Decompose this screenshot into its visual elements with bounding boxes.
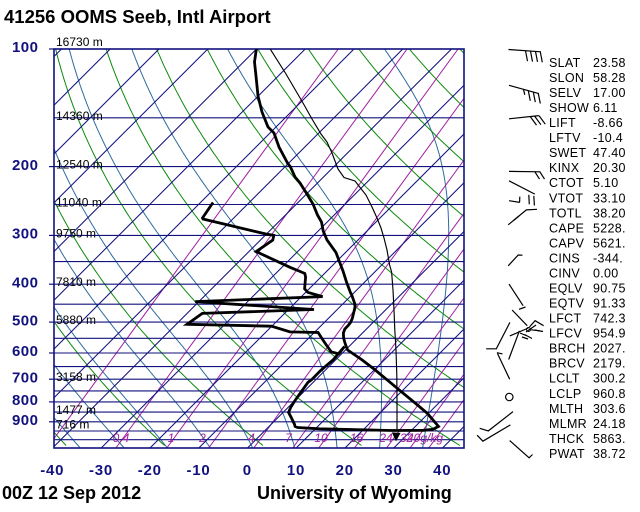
svg-text:16730 m: 16730 m: [56, 35, 103, 49]
svg-text:7810 m: 7810 m: [56, 275, 96, 289]
svg-text:CTOT: CTOT: [549, 176, 584, 190]
svg-text:200: 200: [12, 157, 39, 174]
svg-text:954.9: 954.9: [593, 327, 626, 341]
svg-text:47.40: 47.40: [593, 146, 626, 160]
svg-text:303.6: 303.6: [593, 402, 626, 416]
svg-text:38.20: 38.20: [593, 206, 626, 220]
svg-text:2: 2: [198, 431, 206, 445]
svg-text:SWET: SWET: [549, 146, 586, 160]
svg-text:THCK: THCK: [549, 432, 585, 446]
svg-text:00Z 12 Sep 2012: 00Z 12 Sep 2012: [2, 483, 141, 503]
svg-text:3158 m: 3158 m: [56, 370, 96, 384]
svg-text:91.33: 91.33: [593, 297, 626, 311]
svg-text:2179.: 2179.: [593, 357, 626, 371]
svg-text:1477 m: 1477 m: [56, 403, 96, 417]
svg-text:20.30: 20.30: [593, 161, 626, 175]
svg-text:SLON: SLON: [549, 71, 584, 85]
svg-text:-30: -30: [89, 462, 113, 479]
svg-text:7: 7: [285, 431, 293, 445]
svg-text:4: 4: [248, 431, 255, 445]
svg-text:12540 m: 12540 m: [56, 158, 103, 172]
svg-text:-20: -20: [138, 462, 162, 479]
svg-text:16: 16: [350, 431, 364, 445]
svg-text:University of Wyoming: University of Wyoming: [257, 483, 452, 503]
svg-text:EQTV: EQTV: [549, 297, 585, 311]
svg-text:11040 m: 11040 m: [56, 195, 102, 209]
svg-text:1: 1: [168, 431, 175, 445]
svg-text:0: 0: [243, 462, 252, 479]
svg-text:716 m: 716 m: [56, 417, 89, 431]
svg-text:900: 900: [12, 412, 39, 429]
svg-text:9750 m: 9750 m: [56, 226, 96, 240]
svg-text:2027.: 2027.: [593, 342, 626, 356]
svg-text:LCLT: LCLT: [549, 372, 580, 386]
svg-text:CINS: CINS: [549, 251, 580, 265]
svg-text:6.11: 6.11: [593, 101, 618, 115]
svg-text:20: 20: [336, 462, 354, 479]
svg-text:23.58: 23.58: [593, 56, 626, 70]
svg-text:40g/kg: 40g/kg: [407, 431, 443, 445]
svg-text:BRCH: BRCH: [549, 342, 586, 356]
svg-text:SELV: SELV: [549, 86, 582, 100]
svg-text:17.00: 17.00: [593, 86, 626, 100]
svg-text:100: 100: [12, 39, 39, 56]
svg-text:LIFT: LIFT: [549, 116, 576, 130]
svg-text:300: 300: [12, 226, 39, 243]
svg-text:-40: -40: [40, 462, 64, 479]
svg-text:400: 400: [12, 274, 39, 291]
svg-text:5228.: 5228.: [593, 221, 626, 235]
svg-text:800: 800: [12, 392, 39, 409]
svg-text:41256 OOMS Seeb, Intl Airport: 41256 OOMS Seeb, Intl Airport: [4, 6, 271, 27]
svg-text:24: 24: [378, 431, 393, 445]
svg-text:10: 10: [287, 462, 305, 479]
svg-text:LFTV: LFTV: [549, 131, 581, 145]
svg-text:960.8: 960.8: [593, 387, 626, 401]
svg-text:30: 30: [384, 462, 402, 479]
svg-text:5880 m: 5880 m: [56, 313, 96, 327]
svg-text:LFCV: LFCV: [549, 327, 583, 341]
svg-text:33.10: 33.10: [593, 191, 626, 205]
svg-text:14360 m: 14360 m: [56, 109, 103, 123]
svg-text:CAPE: CAPE: [549, 221, 584, 235]
svg-text:32: 32: [400, 431, 414, 445]
svg-text:5.10: 5.10: [593, 176, 619, 190]
svg-text:MLMR: MLMR: [549, 417, 587, 431]
svg-text:SHOW: SHOW: [549, 101, 589, 115]
svg-text:600: 600: [12, 343, 39, 360]
svg-text:KINX: KINX: [549, 161, 580, 175]
svg-text:742.3: 742.3: [593, 312, 626, 326]
svg-text:-8.66: -8.66: [593, 116, 623, 130]
svg-text:-10: -10: [187, 462, 211, 479]
svg-text:58.28: 58.28: [593, 71, 626, 85]
svg-text:90.75: 90.75: [593, 282, 626, 296]
svg-text:700: 700: [12, 369, 39, 386]
svg-text:10: 10: [314, 431, 328, 445]
svg-text:CAPV: CAPV: [549, 236, 585, 250]
svg-text:5863.: 5863.: [593, 432, 626, 446]
svg-text:-10.4: -10.4: [593, 131, 623, 145]
svg-text:BRCV: BRCV: [549, 357, 585, 371]
svg-text:-344.: -344.: [593, 251, 623, 265]
svg-text:PWAT: PWAT: [549, 447, 585, 461]
svg-text:500: 500: [12, 312, 39, 329]
svg-text:SLAT: SLAT: [549, 56, 581, 70]
svg-text:0.00: 0.00: [593, 266, 619, 280]
svg-text:5621.: 5621.: [593, 236, 626, 250]
svg-text:EQLV: EQLV: [549, 282, 583, 296]
svg-text:CINV: CINV: [549, 266, 580, 280]
svg-text:TOTL: TOTL: [549, 206, 582, 220]
svg-text:38.72: 38.72: [593, 447, 626, 461]
svg-text:MLTH: MLTH: [549, 402, 583, 416]
svg-text:VTOT: VTOT: [549, 191, 583, 205]
svg-text:LCLP: LCLP: [549, 387, 581, 401]
svg-text:0.4: 0.4: [113, 431, 130, 445]
svg-text:300.2: 300.2: [593, 372, 626, 386]
svg-text:40: 40: [433, 462, 451, 479]
svg-text:LFCT: LFCT: [549, 312, 582, 326]
svg-text:24.18: 24.18: [593, 417, 626, 431]
